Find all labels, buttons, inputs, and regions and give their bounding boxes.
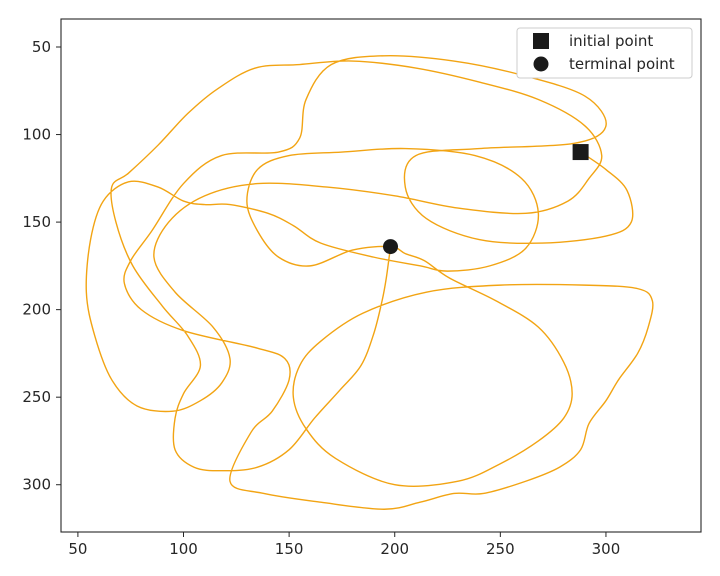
series-layer: [85, 54, 654, 510]
x-tick-label: 150: [275, 540, 304, 558]
plot-frame: [60, 18, 702, 533]
plot-area: [85, 54, 654, 510]
legend-box: [516, 27, 693, 79]
x-axis-ticks: 50 100 150 200 250 300: [68, 532, 620, 558]
legend-square-icon: [533, 33, 549, 49]
y-tick-label: 50: [32, 38, 51, 56]
x-tick-label: 200: [380, 540, 409, 558]
legend-circle-icon: [533, 56, 549, 72]
trajectory-line-0: [85, 54, 654, 510]
x-tick-label: 300: [592, 540, 621, 558]
y-tick-label: 300: [22, 476, 51, 494]
x-tick-label: 100: [169, 540, 198, 558]
y-axis-ticks: 50 100 150 200 250 300: [22, 38, 61, 494]
marker-layer: [383, 144, 589, 255]
y-tick-label: 200: [22, 301, 51, 319]
legend-label: initial point: [569, 32, 653, 50]
y-tick-label: 250: [22, 388, 51, 406]
legend: initial point terminal point: [516, 27, 693, 79]
x-tick-label: 50: [68, 540, 87, 558]
legend-label: terminal point: [569, 55, 675, 73]
x-tick-label: 250: [486, 540, 515, 558]
y-tick-label: 100: [22, 126, 51, 144]
initial-point-marker: [572, 144, 589, 161]
y-tick-label: 150: [22, 213, 51, 231]
terminal-point-marker: [383, 239, 399, 255]
